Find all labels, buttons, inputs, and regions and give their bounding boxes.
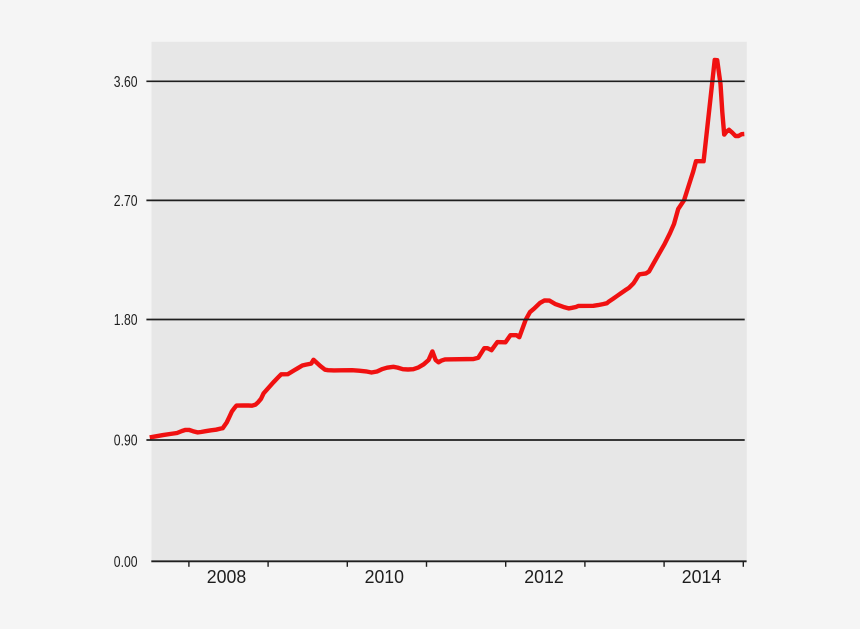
svg-text:2014: 2014 xyxy=(682,566,721,587)
svg-text:1.80: 1.80 xyxy=(114,312,138,329)
svg-text:2008: 2008 xyxy=(207,566,246,587)
svg-text:0.00: 0.00 xyxy=(114,554,138,571)
svg-text:2.70: 2.70 xyxy=(114,193,138,210)
svg-text:3.60: 3.60 xyxy=(114,74,138,91)
svg-text:0.90: 0.90 xyxy=(114,433,138,450)
svg-text:2012: 2012 xyxy=(524,566,563,587)
svg-text:2010: 2010 xyxy=(365,566,404,587)
